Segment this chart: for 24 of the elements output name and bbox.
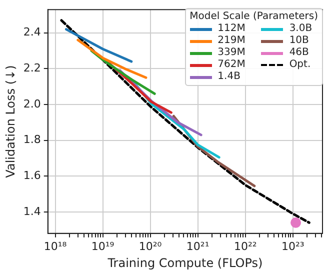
legend-title: Model Scale (Parameters) — [190, 11, 318, 22]
x-tick-label: 10²³ — [281, 240, 304, 253]
legend-label: 10B — [289, 35, 309, 47]
legend-label: 112M — [218, 23, 246, 35]
x-tick-label: 10¹⁹ — [91, 240, 114, 253]
y-axis-title: Validation Loss (↓) — [3, 65, 18, 178]
legend-label: Opt. — [289, 59, 311, 71]
legend-label: 762M — [218, 59, 246, 71]
legend-label: 1.4B — [218, 71, 240, 83]
x-tick-label: 10²² — [234, 240, 257, 253]
y-tick-label: 2.0 — [23, 97, 41, 110]
y-tick-label: 2.2 — [23, 62, 41, 75]
x-tick-label: 10¹⁸ — [44, 240, 68, 253]
x-axis-title: Training Compute (FLOPs) — [106, 256, 263, 270]
legend-label: 219M — [218, 35, 246, 47]
legend-label: 3.0B — [289, 23, 312, 35]
y-tick-label: 2.4 — [23, 26, 41, 39]
legend-label: 46B — [289, 47, 309, 59]
y-tick-label: 1.6 — [23, 168, 41, 182]
x-tick-label: 10²⁰ — [138, 240, 162, 253]
y-tick-label: 1.8 — [23, 133, 41, 146]
y-tick-label: 1.4 — [23, 204, 41, 218]
legend-label: 339M — [218, 47, 246, 59]
x-tick-label: 10²¹ — [186, 240, 210, 253]
